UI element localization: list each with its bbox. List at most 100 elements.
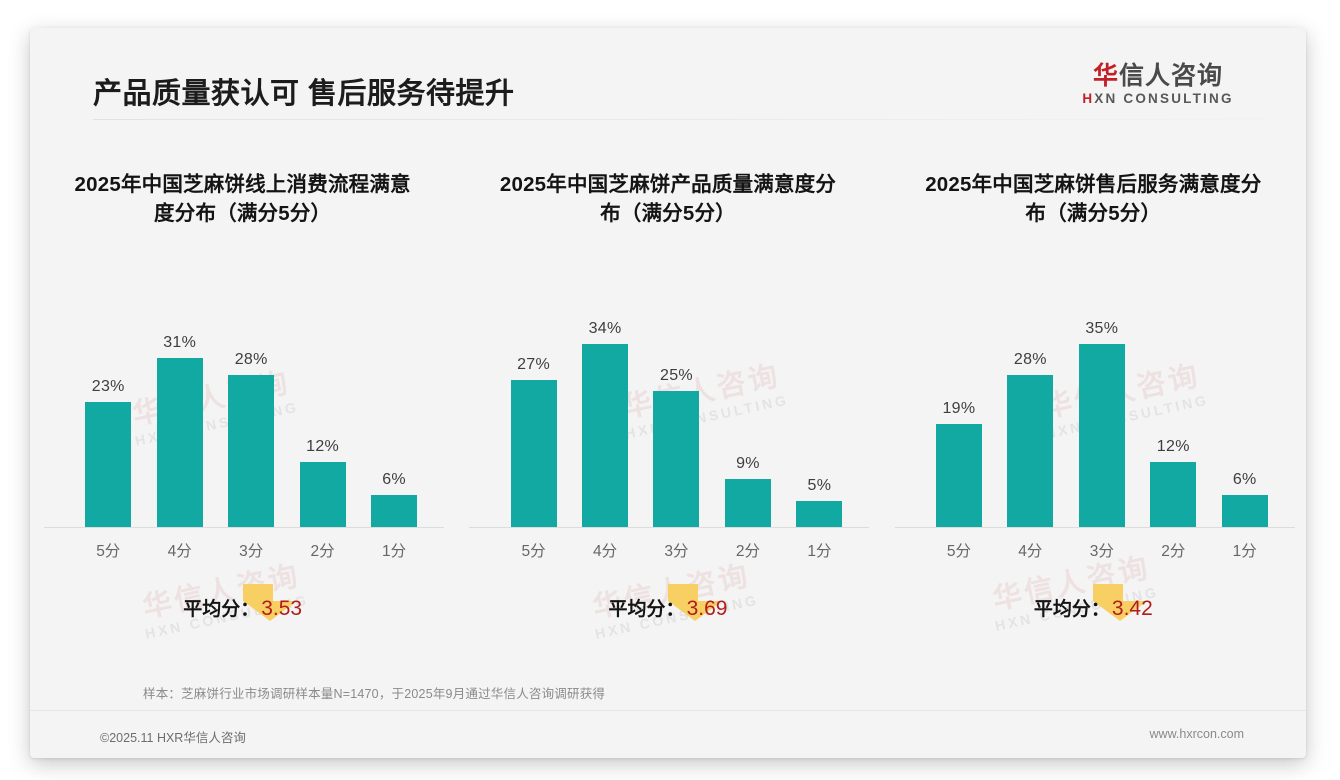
bar xyxy=(1150,462,1197,528)
bar xyxy=(228,374,275,528)
bar-item: 19% xyxy=(923,320,994,528)
x-axis-line xyxy=(469,527,870,528)
average-label: 平均分： xyxy=(183,599,260,620)
bar-item: 35% xyxy=(1066,320,1137,528)
category-axis: 5分 4分 3分 2分 1分 xyxy=(498,539,855,561)
bar-value-label: 35% xyxy=(1085,320,1119,337)
bar xyxy=(1221,495,1268,528)
chart-plot-area: 23% 31% 28% 12% 6% 5分 4分 3分 2分 1分 xyxy=(43,320,445,560)
chart-panel-online-process: 2025年中国芝麻饼线上消费流程满意度分布（满分5分） 23% 31% 28% 12%… xyxy=(30,124,455,684)
category-label: 3分 xyxy=(664,543,689,560)
average-score-text: 平均分：3.53 xyxy=(30,594,455,621)
bar-value-label: 5% xyxy=(807,476,832,494)
average-label: 平均分： xyxy=(608,599,685,620)
logo-english-text: HXN CONSULTING xyxy=(1058,91,1258,106)
bar xyxy=(156,358,203,528)
average-value: 3.53 xyxy=(261,597,303,620)
bar-item: 23% xyxy=(73,320,144,528)
category-label: 1分 xyxy=(382,543,407,560)
average-annotation: 平均分：3.53 xyxy=(30,584,455,621)
bar xyxy=(299,462,346,528)
bar-item: 25% xyxy=(641,320,712,528)
bar-item: 28% xyxy=(995,320,1066,528)
bar-value-label: 6% xyxy=(382,471,406,489)
source-note: 样本：芝麻饼行业市场调研样本量N=1470，于2025年9月通过华信人咨询调研获… xyxy=(143,687,606,701)
bar-group: 23% 31% 28% 12% 6% xyxy=(73,320,430,528)
average-label: 平均分： xyxy=(1033,599,1110,620)
bar-item: 31% xyxy=(144,320,215,528)
slide-card: 产品质量获认可 售后服务待提升 华信人咨询 HXN CONSULTING 华信人… xyxy=(30,28,1306,758)
bar xyxy=(371,495,418,528)
bar-item: 34% xyxy=(569,320,640,528)
chart-panel-product-quality: 2025年中国芝麻饼产品质量满意度分布（满分5分） 27% 34% 25% 9% 5% … xyxy=(455,124,880,684)
bar-value-label: 23% xyxy=(91,378,125,396)
bar-value-label: 9% xyxy=(736,454,760,472)
bar-item: 12% xyxy=(287,320,358,528)
bar xyxy=(582,344,629,528)
average-value: 3.69 xyxy=(686,597,728,620)
bar-group: 19% 28% 35% 12% 6% xyxy=(923,320,1280,528)
category-label: 5分 xyxy=(946,543,971,560)
chart-panel-after-sales: 2025年中国芝麻饼售后服务满意度分布（满分5分） 19% 28% 35% 12% 6%… xyxy=(881,124,1306,684)
category-label: 2分 xyxy=(735,543,760,560)
category-label: 1分 xyxy=(807,543,832,560)
logo-chinese-text: 华信人咨询 xyxy=(1058,62,1258,90)
bar xyxy=(1007,374,1054,528)
bar xyxy=(1078,344,1125,528)
bar xyxy=(935,424,982,528)
x-axis-line xyxy=(43,527,445,528)
bar xyxy=(724,478,771,528)
bar-value-label: 34% xyxy=(588,320,622,337)
average-annotation: 平均分：3.69 xyxy=(455,584,880,621)
bar-item: 5% xyxy=(784,320,855,528)
bar-item: 27% xyxy=(498,320,569,528)
logo-chinese-rest: 信人咨询 xyxy=(1119,62,1224,90)
bar-value-label: 31% xyxy=(163,334,197,352)
chart-plot-area: 27% 34% 25% 9% 5% 5分 4分 3分 2分 1分 xyxy=(469,320,870,560)
chart-plot-area: 19% 28% 35% 12% 6% 5分 4分 3分 2分 1分 xyxy=(894,320,1295,560)
slide-header: 产品质量获认可 售后服务待提升 华信人咨询 HXN CONSULTING xyxy=(30,28,1306,122)
bar-value-label: 12% xyxy=(306,438,340,456)
bar-item: 6% xyxy=(358,320,429,528)
chart-title: 2025年中国芝麻饼线上消费流程满意度分布（满分5分） xyxy=(74,173,411,226)
category-label: 1分 xyxy=(1232,543,1257,560)
bar-value-label: 27% xyxy=(517,356,551,374)
average-score-text: 平均分：3.42 xyxy=(881,594,1306,621)
average-score-text: 平均分：3.69 xyxy=(455,594,880,621)
slide-footer: ©2025.11 HXR华信人咨询 www.hxrcon.com xyxy=(30,710,1306,758)
bar-value-label: 19% xyxy=(942,400,976,417)
bar-item: 6% xyxy=(1209,320,1280,528)
category-label: 2分 xyxy=(310,543,335,560)
bar xyxy=(653,391,700,528)
logo-h-character: H xyxy=(1082,91,1095,106)
category-label: 4分 xyxy=(167,543,192,560)
bar-group: 27% 34% 25% 9% 5% xyxy=(498,320,855,528)
bar xyxy=(85,402,132,528)
category-axis: 5分 4分 3分 2分 1分 xyxy=(73,539,430,561)
average-annotation: 平均分：3.42 xyxy=(881,584,1306,621)
bar xyxy=(796,500,843,528)
page-title: 产品质量获认可 售后服务待提升 xyxy=(93,78,515,110)
category-label: 4分 xyxy=(592,543,618,560)
company-logo: 华信人咨询 HXN CONSULTING xyxy=(1058,62,1258,106)
bar-item: 28% xyxy=(215,320,286,528)
category-label: 3分 xyxy=(239,543,264,560)
chart-title: 2025年中国芝麻饼售后服务满意度分布（满分5分） xyxy=(925,173,1262,226)
bar xyxy=(510,380,557,528)
bar-value-label: 12% xyxy=(1156,438,1190,456)
average-value: 3.42 xyxy=(1111,597,1153,620)
footer-website[interactable]: www.hxrcon.com xyxy=(1149,727,1244,741)
bar-value-label: 28% xyxy=(234,350,268,368)
bar-value-label: 28% xyxy=(1013,350,1047,368)
logo-hua-character: 华 xyxy=(1092,62,1119,90)
category-axis: 5分 4分 3分 2分 1分 xyxy=(923,539,1280,561)
bar-item: 12% xyxy=(1138,320,1209,528)
category-label: 2分 xyxy=(1161,543,1186,560)
bar-value-label: 25% xyxy=(660,367,693,385)
charts-row: 2025年中国芝麻饼线上消费流程满意度分布（满分5分） 23% 31% 28% 12%… xyxy=(30,124,1306,684)
category-label: 5分 xyxy=(96,543,121,560)
category-label: 4分 xyxy=(1018,543,1043,560)
category-label: 3分 xyxy=(1089,543,1114,560)
header-divider xyxy=(93,119,1266,120)
x-axis-line xyxy=(894,527,1295,528)
